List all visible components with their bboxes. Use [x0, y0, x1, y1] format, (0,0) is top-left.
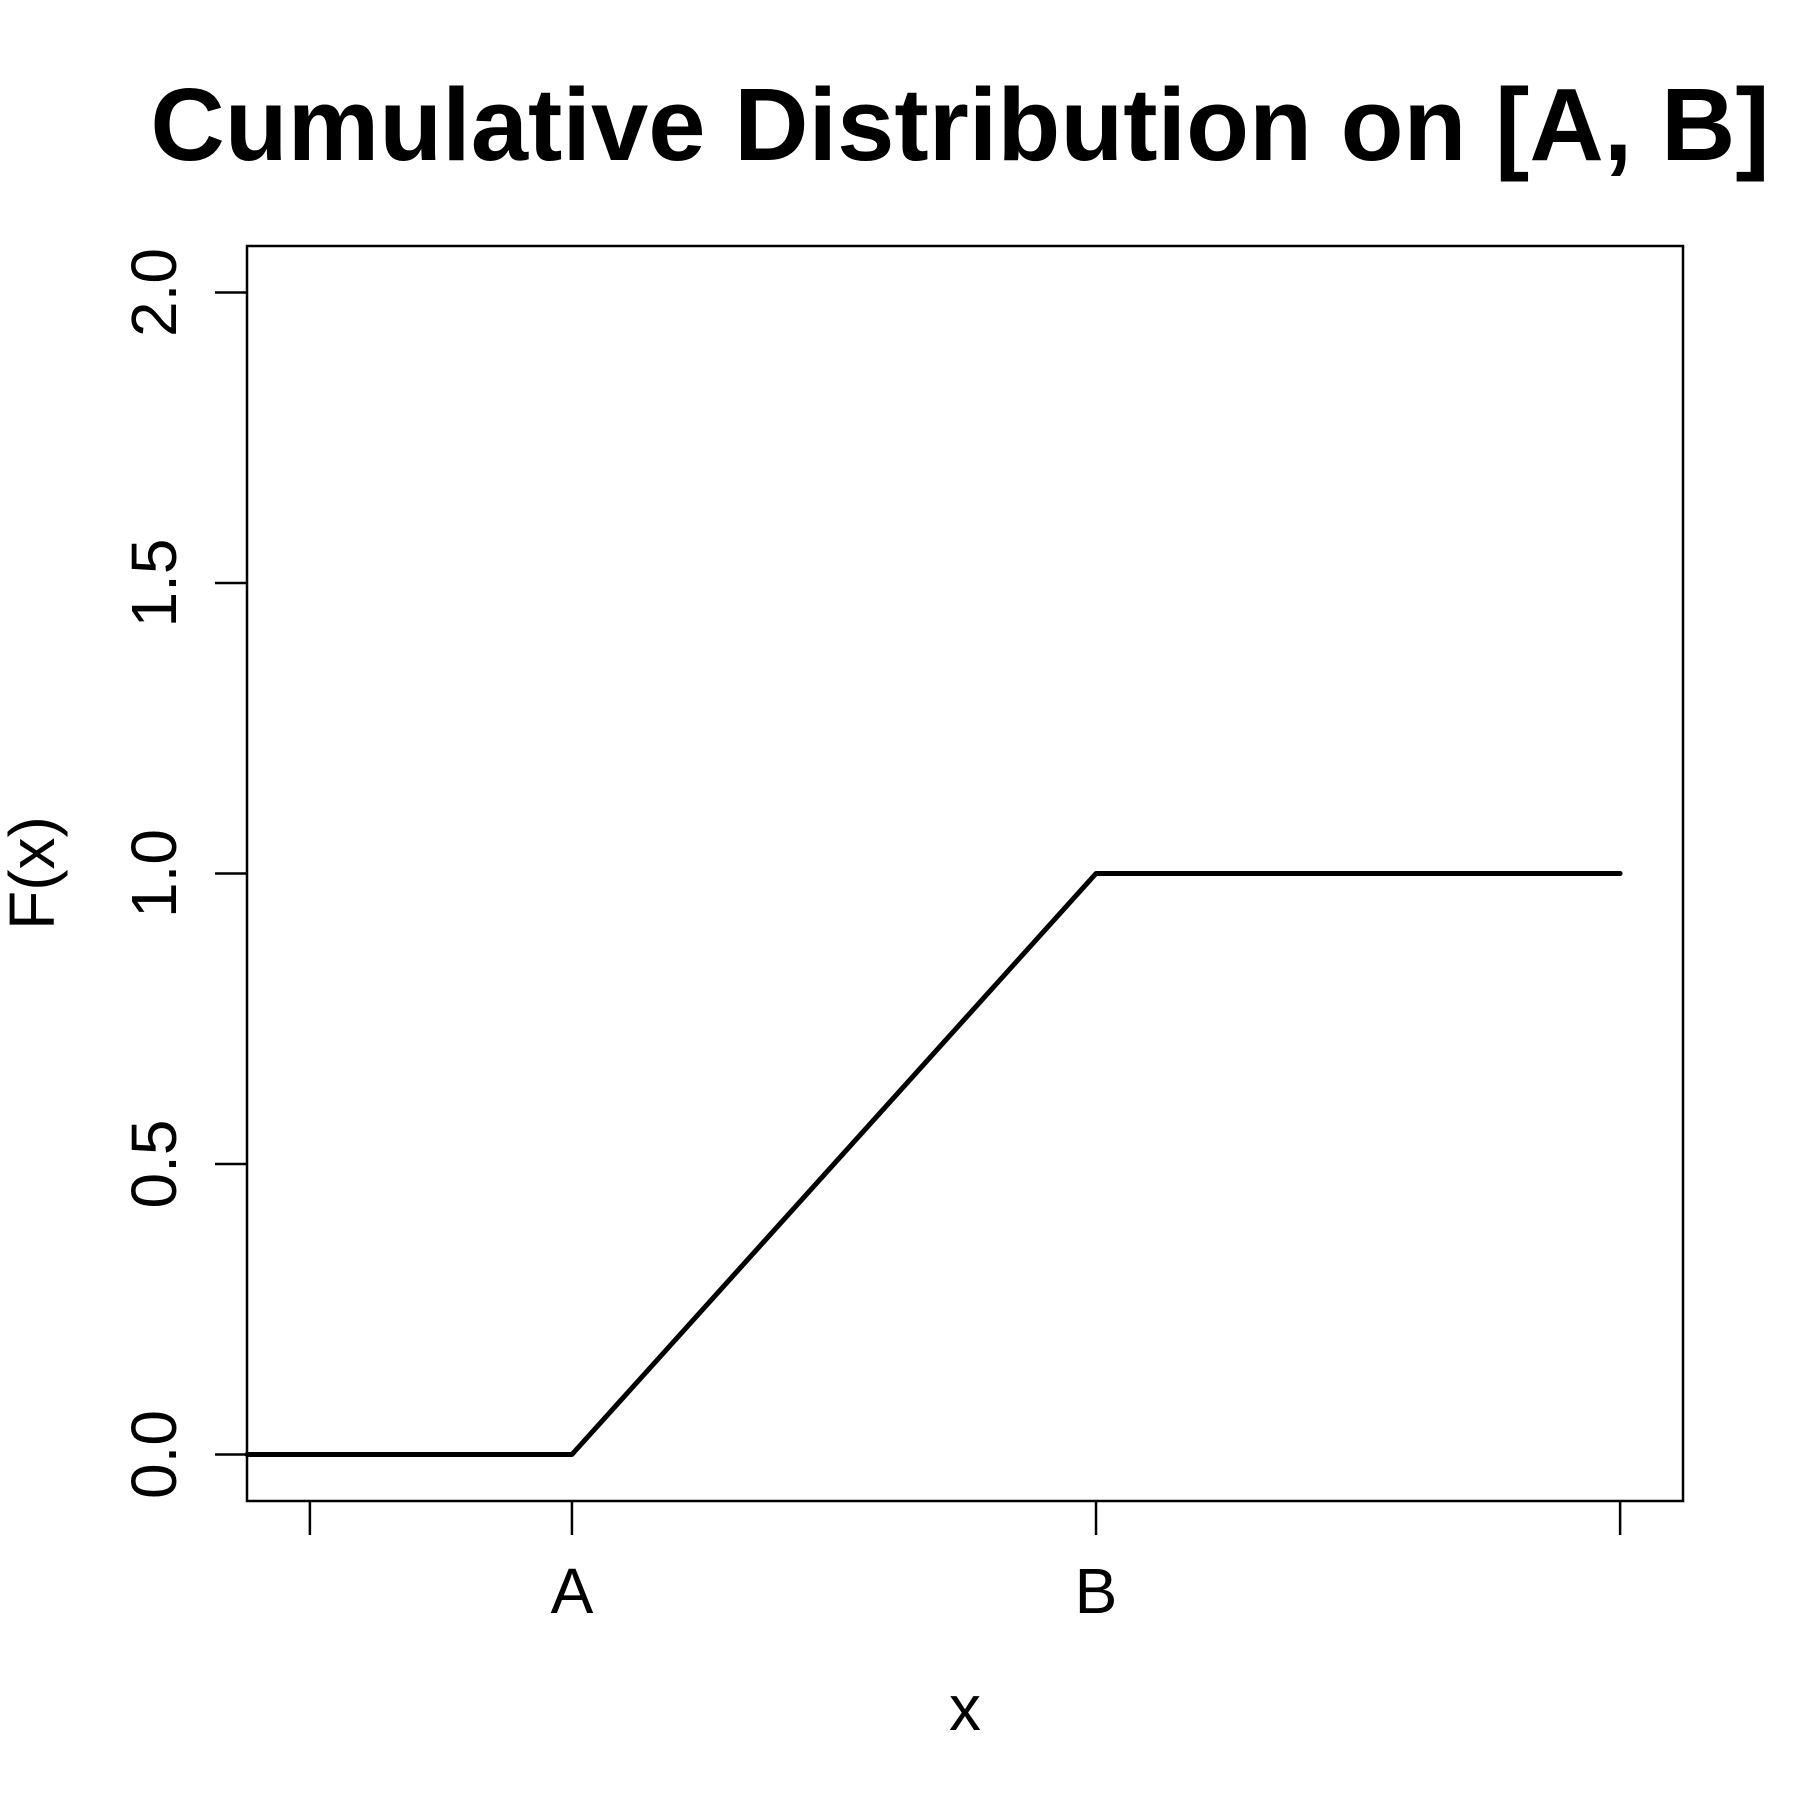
y-axis: 0.0 0.5 1.0 1.5 2.0 — [118, 248, 247, 1499]
y-tick-label: 2.0 — [118, 248, 190, 337]
cdf-series-line — [244, 871, 1623, 1457]
x-tick-label: A — [551, 1555, 594, 1627]
y-tick-label: 1.0 — [118, 829, 190, 918]
y-tick-label: 0.5 — [118, 1120, 190, 1209]
x-axis-label: x — [949, 1672, 981, 1744]
x-tick-label: B — [1075, 1555, 1118, 1627]
series-layer — [244, 871, 1623, 1457]
chart-title: Cumulative Distribution on [A, B] — [150, 67, 1769, 182]
y-tick-label: 0.0 — [118, 1410, 190, 1499]
y-axis-label: F(x) — [0, 816, 68, 930]
y-tick-label: 1.5 — [118, 539, 190, 628]
